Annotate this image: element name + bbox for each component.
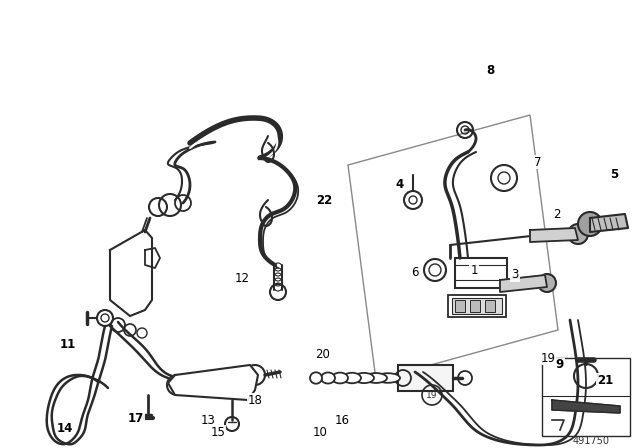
Ellipse shape (376, 373, 400, 383)
Text: 1: 1 (470, 263, 477, 276)
Ellipse shape (354, 373, 374, 383)
Polygon shape (110, 230, 152, 316)
Text: 16: 16 (335, 414, 349, 426)
Ellipse shape (343, 373, 361, 383)
Text: 19: 19 (541, 352, 556, 365)
Ellipse shape (310, 372, 322, 383)
Polygon shape (552, 400, 620, 413)
Text: 12: 12 (234, 271, 250, 284)
Bar (567, 395, 589, 413)
Text: 15: 15 (211, 426, 225, 439)
Text: 5: 5 (610, 168, 618, 181)
Circle shape (538, 274, 556, 292)
Text: 6: 6 (412, 266, 419, 279)
Polygon shape (168, 365, 258, 400)
Text: 17: 17 (128, 412, 144, 425)
Text: 4: 4 (396, 178, 404, 191)
Text: 20: 20 (316, 349, 330, 362)
Ellipse shape (332, 373, 348, 383)
Ellipse shape (365, 373, 387, 383)
Text: 13: 13 (200, 414, 216, 426)
Text: 3: 3 (511, 268, 518, 281)
Bar (455, 258, 507, 288)
Polygon shape (145, 248, 160, 268)
Text: 9: 9 (556, 358, 564, 371)
Text: 10: 10 (312, 426, 328, 439)
Circle shape (578, 212, 602, 236)
Text: 8: 8 (486, 64, 494, 77)
Polygon shape (500, 275, 547, 292)
Bar (398, 365, 453, 391)
Text: 7: 7 (534, 155, 541, 168)
Text: 14: 14 (57, 422, 73, 435)
Text: 22: 22 (316, 194, 332, 207)
Polygon shape (590, 214, 628, 232)
Polygon shape (530, 228, 578, 242)
Text: 11: 11 (60, 339, 76, 352)
Bar (448, 295, 506, 317)
Ellipse shape (321, 372, 335, 383)
Text: 21: 21 (597, 374, 613, 387)
Bar (470, 300, 480, 312)
Text: 19: 19 (426, 391, 438, 400)
Text: 2: 2 (553, 208, 561, 221)
Bar (485, 300, 495, 312)
Bar (452, 298, 502, 314)
Text: 18: 18 (248, 393, 262, 406)
Bar (542, 358, 630, 436)
Circle shape (568, 224, 588, 244)
Bar (455, 300, 465, 312)
Text: 491750: 491750 (573, 436, 610, 446)
